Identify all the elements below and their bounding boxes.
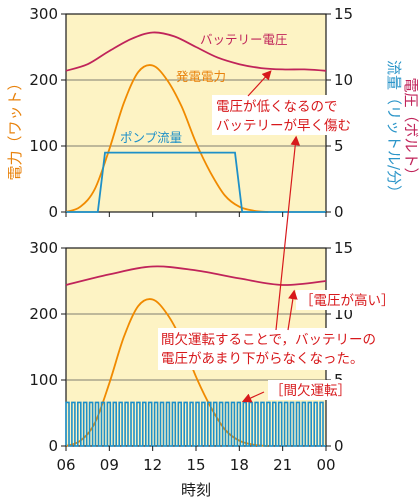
arrow-to-top-voltage bbox=[247, 70, 272, 97]
left-tick-label: 100 bbox=[29, 137, 58, 155]
right-axis-label-voltage-text: 電圧（ボルト） bbox=[402, 77, 420, 182]
left-axis-label: 電力（ワット） bbox=[6, 75, 24, 180]
left-tick-label: 300 bbox=[29, 5, 58, 23]
top-annotation-line2: バッテリーが早く傷む bbox=[216, 118, 351, 134]
x-tick-label: 12 bbox=[143, 456, 162, 474]
high-voltage-annotation-box bbox=[296, 290, 402, 310]
annotation-arrows bbox=[241, 70, 301, 403]
x-tick-label: 09 bbox=[100, 456, 119, 474]
top-annotation-box bbox=[212, 95, 358, 135]
intermittent-annotation: ［間欠運転］ bbox=[270, 383, 351, 399]
left-tick-label: 0 bbox=[48, 203, 58, 221]
bottom-annotation-line1: 間欠運転することで，バッテリーの bbox=[161, 332, 376, 348]
x-tick-label: 15 bbox=[186, 456, 205, 474]
right-tick-label: 15 bbox=[334, 239, 353, 257]
high-voltage-annotation: ［電圧が高い］ bbox=[300, 292, 395, 309]
x-axis-label: 時刻 bbox=[181, 481, 211, 499]
right-tick-label: 15 bbox=[334, 5, 353, 23]
bottom-series-0-line bbox=[65, 265, 327, 286]
right-axis-label-flow-text: 流量（リットル/分） bbox=[385, 60, 403, 200]
left-tick-label: 300 bbox=[29, 239, 58, 257]
intermittent-annotation-box bbox=[268, 380, 376, 400]
right-tick-label: 5 bbox=[334, 137, 344, 155]
left-axis-label-text: 電力（ワット） bbox=[6, 75, 24, 180]
left-tick-label: 200 bbox=[29, 305, 58, 323]
left-tick-label: 0 bbox=[48, 437, 58, 455]
left-tick-label: 100 bbox=[29, 371, 58, 389]
x-tick-label: 00 bbox=[316, 456, 335, 474]
top-voltage-label: バッテリー電圧 bbox=[200, 32, 288, 47]
bottom-annotation-line2: 電圧があまり下がらなくなった。 bbox=[161, 351, 364, 367]
right-tick-label: 10 bbox=[334, 71, 353, 89]
top-annotation-line1: 電圧が低くなるので bbox=[216, 99, 338, 115]
arrow-to-pulses bbox=[241, 391, 265, 403]
arrow-to-bottom-voltage bbox=[287, 289, 298, 331]
right-axis-label-voltage: 電圧（ボルト） bbox=[402, 77, 420, 182]
top-series-1-line bbox=[65, 64, 269, 213]
top-pump-label: ポンプ流量 bbox=[120, 130, 182, 145]
top-series-2-pump-line bbox=[66, 151, 326, 213]
arrow-to-top-annotation bbox=[275, 135, 301, 331]
bottom-series-2-pump-pulses bbox=[65, 401, 326, 447]
top-series-0-line bbox=[65, 31, 327, 72]
x-tick-label: 06 bbox=[56, 456, 75, 474]
right-axis-label-flow: 流量（リットル/分） bbox=[385, 60, 403, 200]
right-tick-label: 0 bbox=[334, 437, 344, 455]
x-tick-label: 21 bbox=[273, 456, 292, 474]
right-tick-label: 0 bbox=[334, 203, 344, 221]
top-power-label: 発電電力 bbox=[176, 69, 226, 84]
x-tick-label: 18 bbox=[230, 456, 249, 474]
bottom-annotation-box bbox=[158, 328, 414, 370]
top-gridlines bbox=[66, 79, 326, 147]
left-tick-label: 200 bbox=[29, 71, 58, 89]
